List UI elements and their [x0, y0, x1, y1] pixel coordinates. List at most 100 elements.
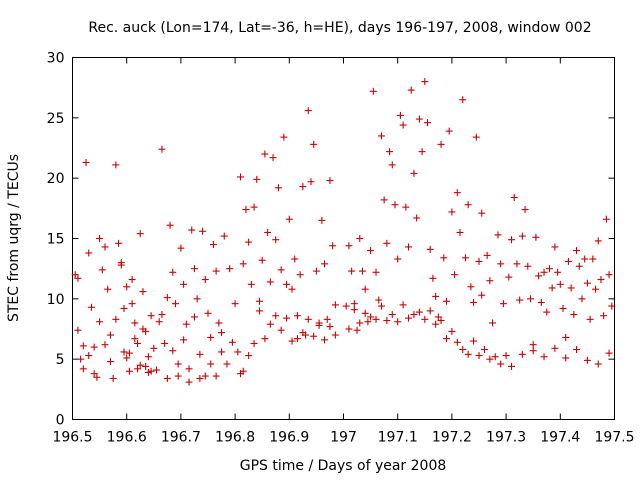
y-tick-label: 5 [56, 352, 65, 368]
data-point [367, 313, 375, 321]
data-point [369, 87, 377, 95]
data-point [573, 247, 581, 255]
data-point [245, 352, 253, 360]
data-point [521, 206, 529, 214]
data-point [508, 362, 516, 370]
data-point [204, 309, 212, 317]
data-point [283, 280, 291, 288]
data-point [364, 318, 372, 326]
data-point [101, 341, 109, 349]
data-point [516, 296, 524, 304]
plot-frame [72, 57, 615, 420]
data-point [310, 140, 318, 148]
data-point [125, 349, 133, 357]
data-point [602, 215, 610, 223]
data-point [532, 233, 540, 241]
data-point [104, 285, 112, 293]
data-point [545, 265, 553, 273]
data-point [551, 243, 559, 251]
data-point [358, 267, 366, 275]
data-point [350, 306, 358, 314]
data-point [518, 350, 526, 358]
data-point [115, 239, 123, 247]
data-point [386, 148, 394, 156]
data-point [372, 268, 380, 276]
data-point [326, 177, 334, 185]
data-point [96, 235, 104, 242]
data-point [239, 260, 247, 268]
data-point [139, 288, 147, 296]
data-point [280, 133, 288, 141]
y-tick-label: 25 [47, 111, 65, 127]
data-point [261, 150, 269, 158]
data-point [174, 360, 182, 368]
data-point [467, 283, 475, 291]
data-point [407, 86, 415, 94]
data-point [299, 329, 307, 337]
data-point [592, 285, 600, 293]
data-point [608, 302, 616, 310]
data-point [405, 243, 413, 251]
data-point [180, 336, 188, 344]
data-point [128, 276, 136, 284]
data-point [388, 161, 396, 169]
data-point [605, 349, 613, 357]
data-point [497, 360, 505, 368]
data-point [147, 312, 155, 320]
data-point [321, 260, 329, 268]
data-point [418, 148, 426, 156]
data-point [486, 277, 494, 285]
data-point [85, 352, 93, 360]
data-point [321, 336, 329, 344]
data-point [480, 346, 488, 354]
data-point [367, 247, 375, 255]
data-point [228, 338, 236, 346]
data-point [120, 304, 128, 312]
data-point [415, 308, 423, 316]
data-point [502, 352, 510, 360]
data-point [342, 302, 350, 310]
data-point [223, 360, 231, 368]
data-point [272, 236, 280, 244]
data-point [209, 241, 217, 249]
data-point [394, 318, 402, 326]
data-point [402, 203, 410, 211]
data-point [250, 339, 258, 347]
data-points [71, 78, 616, 386]
data-point [353, 326, 361, 334]
data-point [445, 127, 453, 135]
data-point [578, 295, 586, 303]
data-point [432, 320, 440, 328]
data-point [193, 295, 201, 303]
data-point [537, 298, 545, 306]
data-point [158, 145, 166, 153]
data-point [307, 178, 315, 186]
data-point [255, 297, 263, 305]
data-point [190, 265, 198, 273]
data-point [426, 307, 434, 315]
x-tick-labels: 196.5 196.6 196.7 196.8 196.9 197 197.1 197.2 19… [52, 430, 634, 446]
data-point [90, 370, 98, 378]
data-point [464, 201, 472, 209]
data-point [345, 242, 353, 250]
data-point [218, 348, 226, 356]
data-point [575, 262, 583, 270]
data-point [185, 378, 193, 386]
data-point [377, 302, 385, 310]
data-point [87, 303, 95, 311]
data-point [540, 268, 548, 276]
data-point [399, 301, 407, 309]
data-point [266, 278, 274, 286]
data-point [573, 346, 581, 354]
data-point [413, 214, 421, 222]
data-point [442, 335, 450, 343]
data-point [383, 317, 391, 325]
data-point [432, 292, 440, 300]
data-point [472, 133, 480, 141]
data-point [196, 350, 204, 358]
data-point [448, 327, 456, 335]
y-tick-label: 0 [56, 413, 65, 429]
data-point [391, 201, 399, 209]
data-point [383, 239, 391, 247]
data-point [304, 315, 312, 323]
